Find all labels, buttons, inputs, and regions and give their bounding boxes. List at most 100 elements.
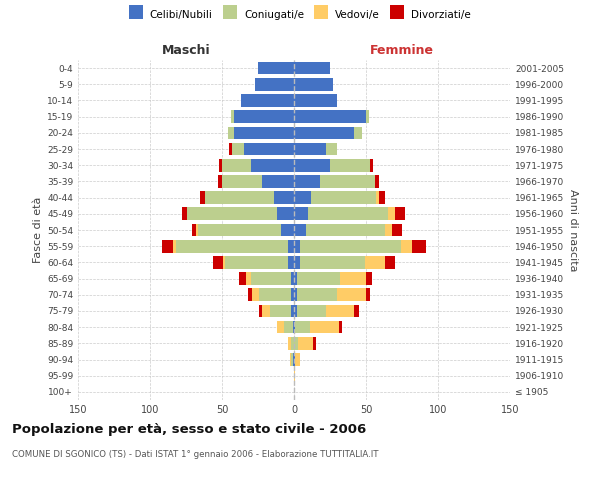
Bar — [338, 321, 341, 334]
Bar — [366, 110, 369, 123]
Bar — [252, 288, 259, 301]
Bar — [222, 175, 262, 188]
Bar — [269, 304, 291, 318]
Bar — [305, 224, 385, 236]
Bar — [228, 126, 233, 139]
Bar — [294, 288, 297, 301]
Bar — [388, 208, 395, 220]
Bar — [291, 353, 293, 366]
Bar — [197, 224, 281, 236]
Bar — [161, 240, 173, 252]
Bar — [173, 240, 176, 252]
Bar — [248, 288, 252, 301]
Bar — [300, 256, 365, 268]
Text: Popolazione per età, sesso e stato civile - 2006: Popolazione per età, sesso e stato civil… — [12, 422, 366, 436]
Bar — [366, 272, 372, 285]
Bar — [255, 78, 294, 90]
Bar — [233, 126, 294, 139]
Bar — [192, 224, 196, 236]
Bar — [401, 240, 412, 252]
Bar — [355, 126, 362, 139]
Bar — [241, 94, 294, 107]
Bar — [298, 337, 313, 349]
Bar — [300, 240, 401, 252]
Bar — [262, 175, 294, 188]
Bar — [200, 192, 205, 204]
Bar — [326, 304, 355, 318]
Bar — [187, 208, 277, 220]
Bar — [277, 208, 294, 220]
Bar — [288, 240, 294, 252]
Bar — [259, 304, 262, 318]
Bar — [294, 337, 298, 349]
Bar — [308, 208, 388, 220]
Bar — [291, 304, 294, 318]
Text: COMUNE DI SGONICO (TS) - Dati ISTAT 1° gennaio 2006 - Elaborazione TUTTITALIA.IT: COMUNE DI SGONICO (TS) - Dati ISTAT 1° g… — [12, 450, 379, 459]
Bar — [320, 175, 374, 188]
Bar — [218, 175, 222, 188]
Bar — [247, 272, 251, 285]
Bar — [277, 321, 284, 334]
Bar — [229, 142, 232, 156]
Bar — [288, 256, 294, 268]
Bar — [295, 353, 300, 366]
Bar — [291, 288, 294, 301]
Bar — [310, 321, 338, 334]
Bar — [379, 192, 385, 204]
Bar — [294, 240, 300, 252]
Bar — [395, 208, 405, 220]
Bar — [290, 353, 291, 366]
Bar — [313, 337, 316, 349]
Bar — [281, 224, 294, 236]
Bar — [205, 192, 274, 204]
Bar — [294, 126, 355, 139]
Bar — [214, 256, 223, 268]
Bar — [294, 321, 295, 334]
Bar — [330, 159, 370, 172]
Bar — [295, 321, 310, 334]
Bar — [337, 288, 366, 301]
Bar — [294, 62, 330, 74]
Bar — [366, 288, 370, 301]
Bar — [370, 159, 373, 172]
Bar — [294, 110, 366, 123]
Bar — [294, 304, 297, 318]
Bar — [297, 272, 340, 285]
Bar — [385, 224, 392, 236]
Bar — [311, 192, 376, 204]
Bar — [385, 256, 395, 268]
Bar — [355, 304, 359, 318]
Bar — [326, 142, 337, 156]
Bar — [376, 192, 379, 204]
Bar — [294, 94, 337, 107]
Bar — [294, 142, 326, 156]
Bar — [274, 192, 294, 204]
Bar — [176, 240, 288, 252]
Bar — [294, 78, 333, 90]
Bar — [251, 272, 291, 285]
Bar — [244, 142, 294, 156]
Text: Maschi: Maschi — [161, 44, 211, 58]
Bar — [297, 304, 326, 318]
Bar — [233, 110, 294, 123]
Bar — [239, 272, 247, 285]
Bar — [291, 272, 294, 285]
Bar — [294, 224, 305, 236]
Bar — [293, 353, 294, 366]
Bar — [284, 321, 293, 334]
Bar — [294, 256, 300, 268]
Bar — [412, 240, 427, 252]
Bar — [294, 175, 320, 188]
Bar — [182, 208, 187, 220]
Bar — [222, 159, 251, 172]
Bar — [294, 272, 297, 285]
Bar — [223, 256, 225, 268]
Bar — [294, 208, 308, 220]
Bar — [297, 288, 337, 301]
Bar — [262, 304, 269, 318]
Bar — [251, 159, 294, 172]
Bar — [230, 110, 233, 123]
Text: Femmine: Femmine — [370, 44, 434, 58]
Bar — [225, 256, 288, 268]
Legend: Celibi/Nubili, Coniugati/e, Vedovi/e, Divorziati/e: Celibi/Nubili, Coniugati/e, Vedovi/e, Di… — [127, 8, 473, 22]
